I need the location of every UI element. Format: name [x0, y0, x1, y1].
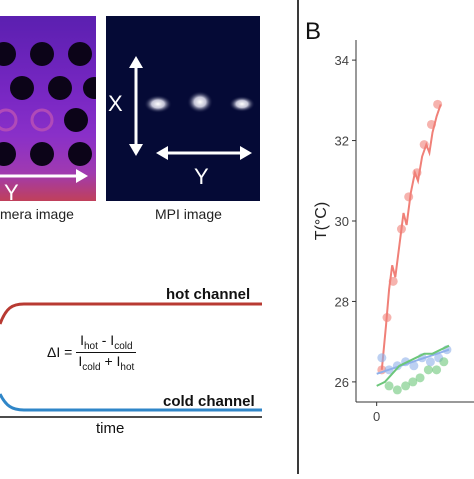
- mpi-svg: X Y: [108, 56, 255, 189]
- thermal-hole: [83, 77, 96, 99]
- left-panel: Y X Y mera image MPI image: [0, 16, 262, 437]
- data-point-series-2: [408, 377, 418, 387]
- data-point-series-1: [377, 353, 387, 363]
- mpi-spot: [144, 95, 172, 113]
- data-point-series-0: [404, 192, 414, 202]
- mpi-y-arrowhead-right: [240, 146, 252, 160]
- panel-divider: [297, 0, 299, 474]
- y-axis-label: T(°C): [313, 202, 330, 240]
- den-i-cold: I: [78, 352, 83, 369]
- data-point-series-2: [401, 381, 411, 391]
- x-tick-label: 0: [373, 409, 380, 424]
- formula-lhs: ΔI =: [47, 344, 73, 361]
- den-op: + I: [100, 352, 121, 369]
- num-i-hot: I: [80, 332, 84, 348]
- y-tick-label: 30: [335, 214, 349, 229]
- formula-numerator: Ihot - Icold: [76, 332, 137, 353]
- thermal-hole: [68, 42, 92, 66]
- camera-axis-y-label: Y: [4, 180, 19, 201]
- y-tick-label: 26: [335, 375, 349, 390]
- thermal-hole: [48, 76, 72, 100]
- x-axis-arrowhead-up: [129, 56, 143, 68]
- thermal-camera-image: Y: [0, 16, 96, 201]
- mpi-spot: [229, 96, 255, 112]
- panel-letter: B: [305, 18, 322, 45]
- series-line-1: [376, 348, 450, 375]
- thermal-hole: [68, 142, 92, 166]
- den-hot-sub: hot: [120, 361, 135, 373]
- num-cold-sub: cold: [114, 340, 133, 352]
- formula-table: ΔI = Ihot - Icold Icold + Ihot: [46, 332, 137, 373]
- thermal-hole: [0, 42, 16, 66]
- series-line-0: [380, 104, 442, 370]
- num-hot-sub: hot: [83, 340, 98, 352]
- num-op: - I: [97, 332, 115, 348]
- series-line-2: [376, 344, 450, 387]
- thermal-hole: [30, 42, 54, 66]
- thermal-hole: [10, 76, 34, 100]
- y-axis-arrowhead: [76, 169, 88, 183]
- x-axis-arrowhead-down: [129, 144, 143, 156]
- mpi-axis-x-label: X: [108, 91, 123, 116]
- mpi-image: X Y: [106, 16, 260, 201]
- thermal-ring: [0, 108, 18, 132]
- data-point-series-1: [409, 361, 419, 371]
- data-point-series-0: [433, 99, 443, 109]
- channel-schematic: [0, 302, 262, 418]
- thermal-camera-svg: Y: [0, 42, 96, 201]
- y-tick-label: 28: [335, 294, 349, 309]
- data-point-series-2: [423, 365, 433, 375]
- delta-i-formula: ΔI = Ihot - Icold Icold + Ihot: [46, 332, 137, 373]
- cold-channel-label: cold channel: [163, 393, 255, 410]
- mpi-spot: [187, 91, 213, 113]
- hot-channel-line: [0, 302, 262, 325]
- data-point-series-2: [392, 385, 402, 395]
- temperature-chart: 26 28 30 32 34 0 T(°C): [313, 40, 474, 424]
- den-cold-sub: cold: [82, 361, 101, 373]
- thermal-hole: [30, 142, 54, 166]
- time-axis-label: time: [96, 420, 125, 437]
- thermal-hole: [64, 108, 88, 132]
- data-point-series-2: [432, 365, 442, 375]
- data-point-series-2: [384, 381, 394, 391]
- y-tick-label: 34: [335, 53, 349, 68]
- data-point-series-2: [415, 373, 425, 383]
- formula-denominator: Icold + Ihot: [76, 352, 136, 373]
- mpi-y-arrowhead-left: [156, 146, 168, 160]
- y-tick-label: 32: [335, 134, 349, 149]
- mpi-axis-y-label: Y: [194, 164, 209, 189]
- right-panel: B 26 28 30 32 34 0 T(°C): [300, 0, 474, 474]
- cold-channel-line: [0, 393, 262, 412]
- camera-image-caption: mera image: [0, 206, 74, 222]
- data-point-series-1: [425, 357, 435, 367]
- thermal-hole: [0, 142, 16, 166]
- data-point-series-2: [439, 357, 449, 367]
- hot-channel-label: hot channel: [166, 286, 251, 303]
- thermal-ring: [30, 108, 54, 132]
- mpi-image-caption: MPI image: [155, 206, 222, 222]
- thermal-holes: [0, 42, 96, 166]
